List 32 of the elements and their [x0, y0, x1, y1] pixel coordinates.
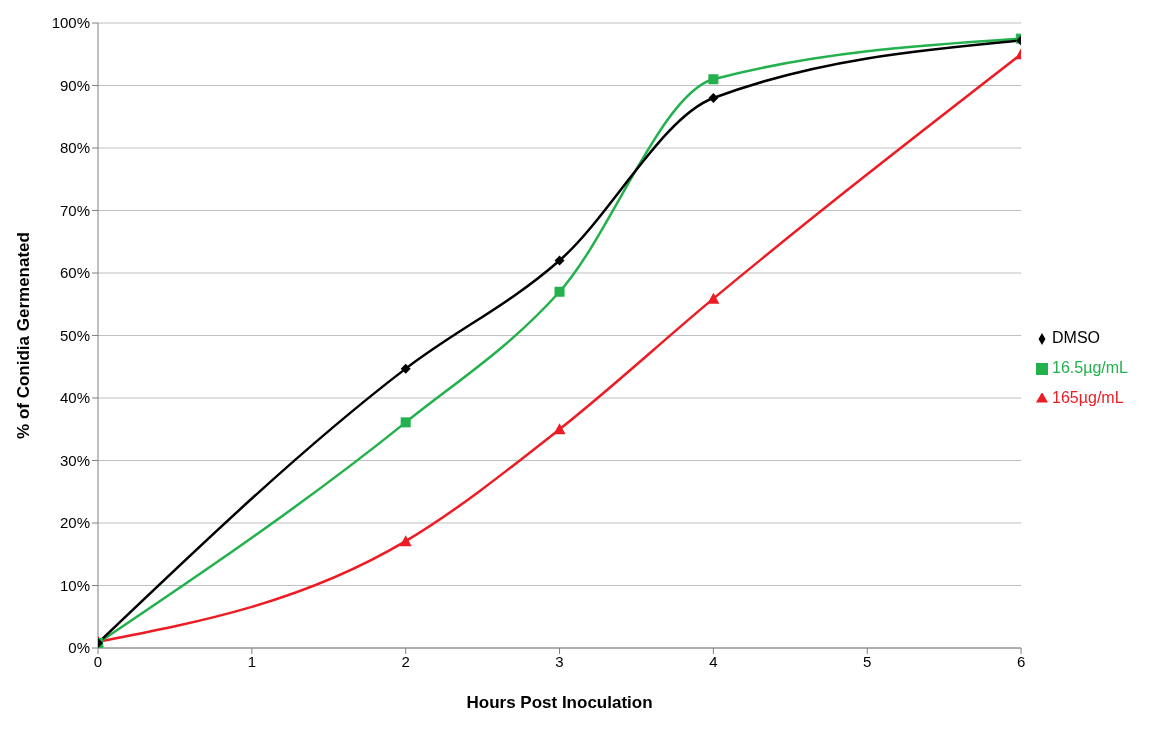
y-tick-label: 60%: [59, 264, 90, 282]
x-tick-label: 3: [555, 652, 564, 670]
point: [400, 417, 411, 428]
y-tick-label: 30%: [59, 451, 90, 469]
y-tick-label: 80%: [59, 139, 90, 157]
y-tick-label: 90%: [59, 76, 90, 94]
y-tick-label: 10%: [59, 576, 90, 594]
point: [707, 292, 720, 304]
y-axis-title: % of Conidia Germenated: [14, 232, 34, 439]
x-tick-label: 6: [1016, 652, 1026, 670]
y-tick-label: 70%: [59, 201, 90, 219]
point: [400, 363, 411, 374]
y-tick-label: 20%: [59, 514, 90, 532]
x-tick-label: 2: [401, 652, 410, 670]
legend-label: 16.5µg/mL: [1052, 359, 1128, 376]
x-axis-title: Hours Post Inoculation: [466, 693, 653, 712]
x-tick-label: 1: [247, 652, 257, 670]
point: [554, 255, 565, 266]
x-tick-label: 0: [93, 652, 103, 670]
x-tick-label: 5: [863, 652, 872, 670]
legend-label: 165µg/mL: [1052, 389, 1124, 406]
point: [553, 423, 566, 435]
y-tick-label: 0%: [68, 639, 90, 657]
y-tick-label: 50%: [59, 326, 90, 344]
x-tick-label: 4: [709, 652, 718, 670]
y-tick-label: 40%: [59, 389, 90, 407]
legend-label: DMSO: [1052, 329, 1101, 346]
point: [554, 286, 565, 297]
y-tick-label: 100%: [51, 14, 90, 32]
point: [708, 74, 719, 85]
point: [708, 93, 719, 103]
point: [399, 535, 412, 547]
